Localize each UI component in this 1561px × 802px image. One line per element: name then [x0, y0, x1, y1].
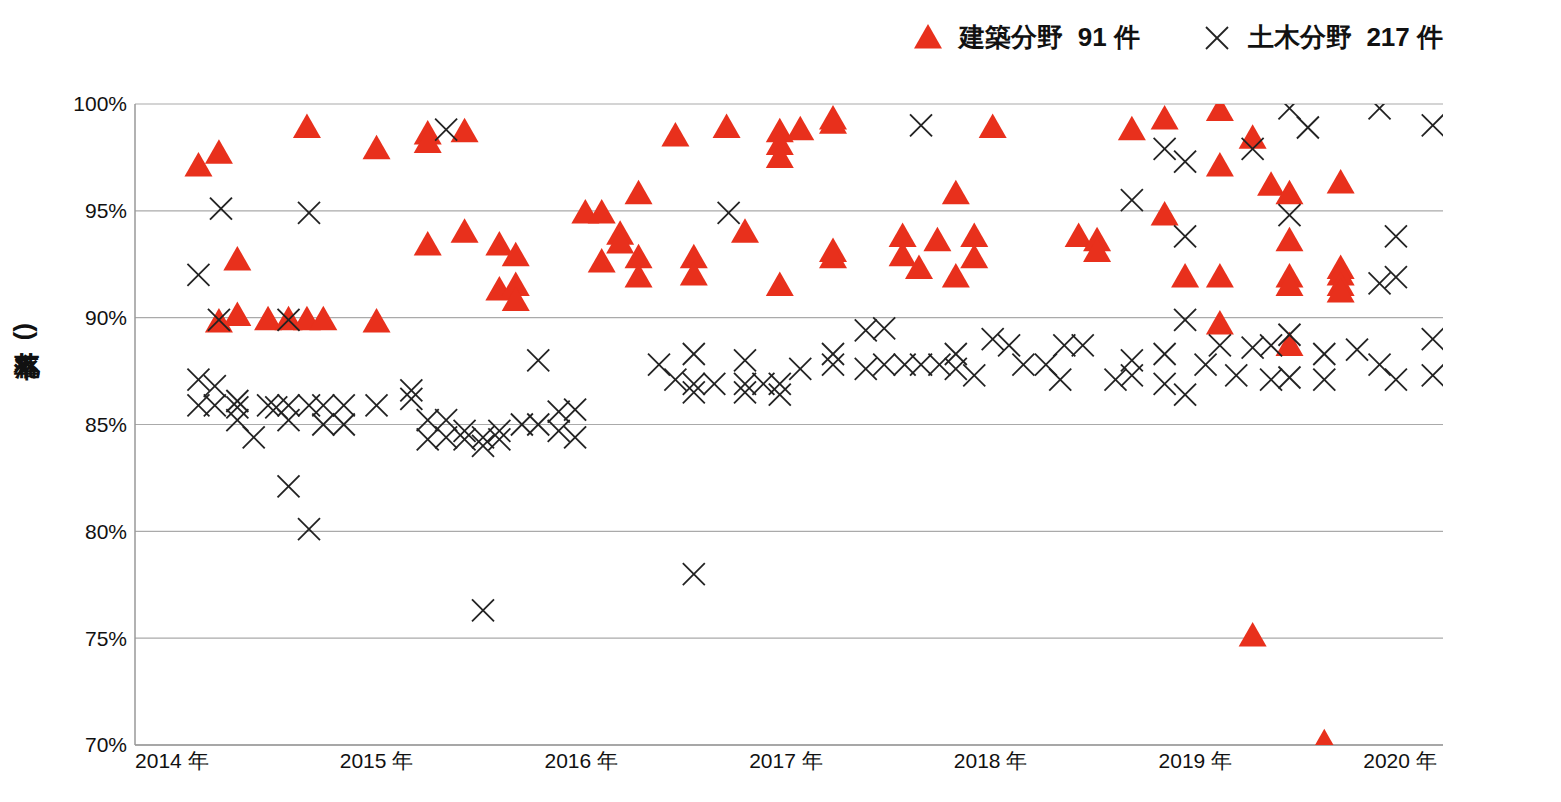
html-text:建築分野 91 件: 建築分野 91 件: [959, 22, 1140, 52]
svg-text:100%: 100%: [73, 92, 127, 115]
svg-text:2018 年: 2018 年: [954, 749, 1028, 772]
svg-text:2014 年: 2014 年: [135, 749, 209, 772]
svg-text:85%: 85%: [85, 413, 127, 436]
svg-text:2017 年: 2017 年: [749, 749, 823, 772]
html-text:(落札率): (落札率): [12, 323, 42, 341]
svg-text:75%: 75%: [85, 627, 127, 650]
svg-text:70%: 70%: [85, 733, 127, 756]
svg-text:2016 年: 2016 年: [544, 749, 618, 772]
svg-text:90%: 90%: [85, 306, 127, 329]
svg-text:2015 年: 2015 年: [340, 749, 414, 772]
svg-text:2020 年: 2020 年: [1363, 749, 1437, 772]
svg-text:80%: 80%: [85, 520, 127, 543]
svg-text:2019 年: 2019 年: [1159, 749, 1233, 772]
html-text:土木分野 217 件: 土木分野 217 件: [1247, 22, 1443, 52]
svg-text:95%: 95%: [85, 199, 127, 222]
